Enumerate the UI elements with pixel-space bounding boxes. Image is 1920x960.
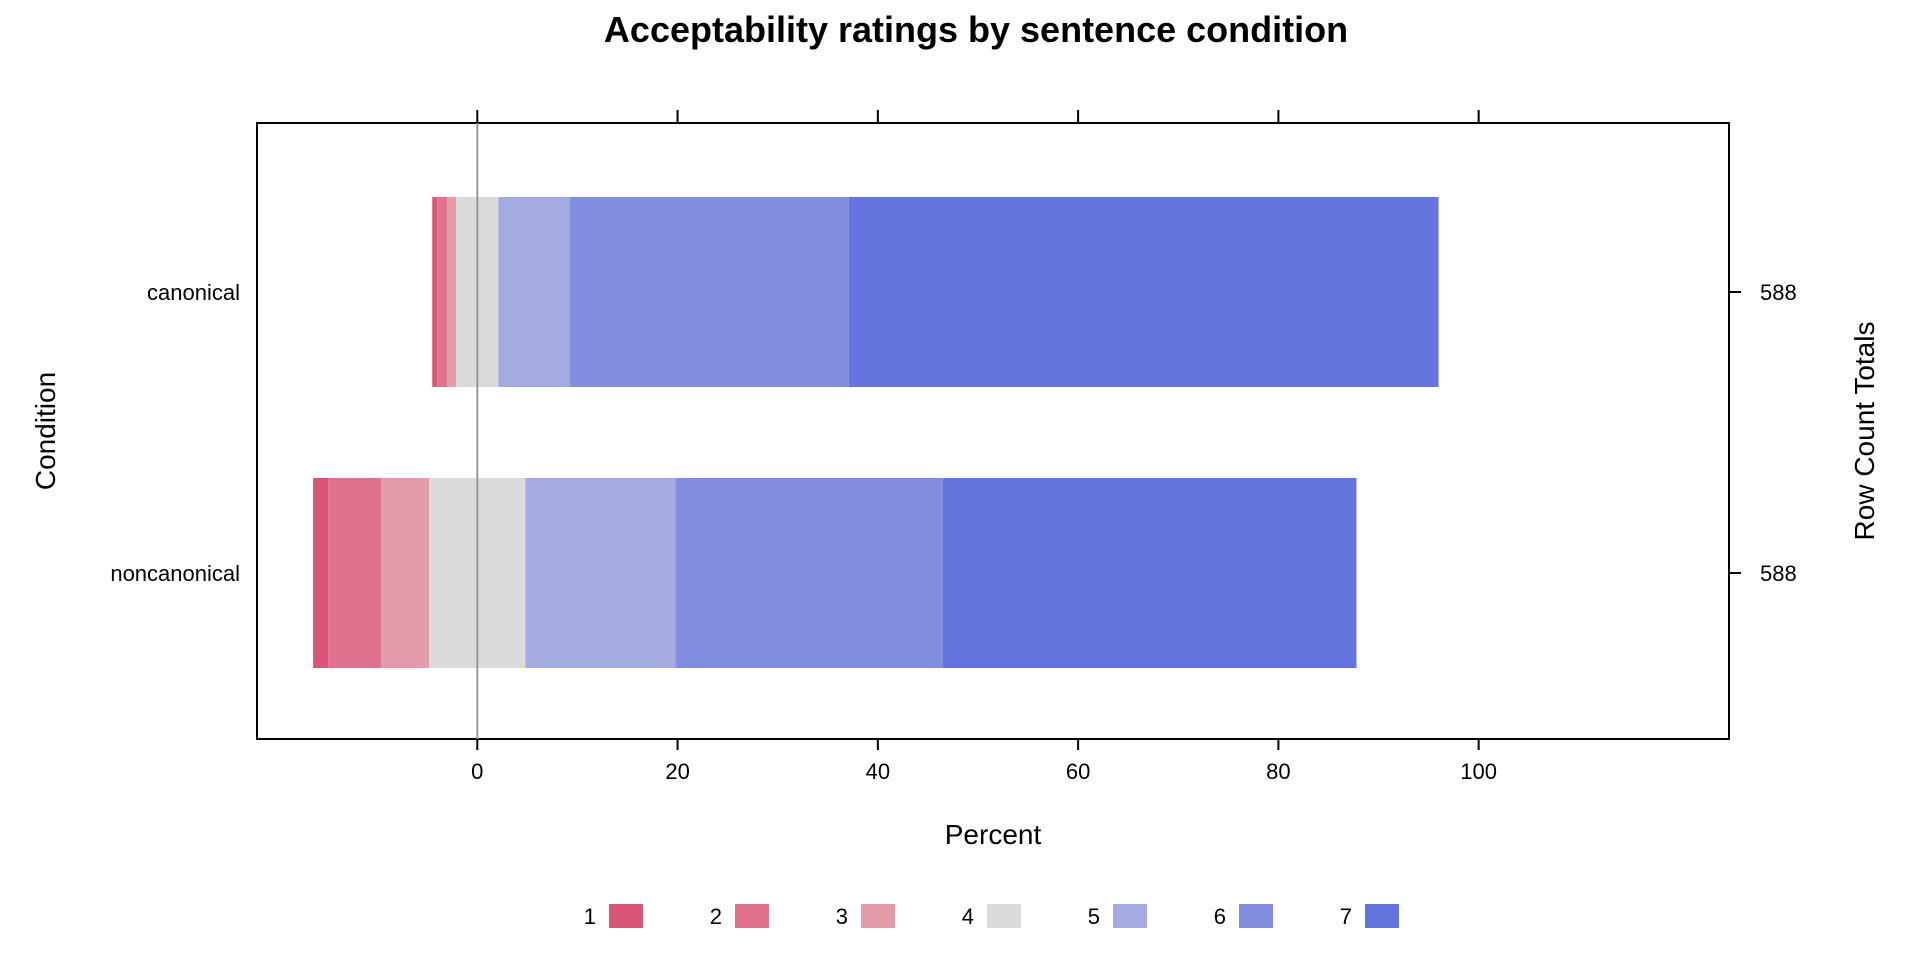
legend-swatch-7 — [1365, 904, 1399, 928]
x-axis-title: Percent — [945, 819, 1042, 850]
bar-noncanonical-rating-5 — [525, 478, 676, 668]
legend-swatch-6 — [1239, 904, 1273, 928]
legend-label: 1 — [584, 904, 596, 929]
bar-noncanonical-rating-2 — [328, 478, 382, 668]
bar-noncanonical-rating-1 — [313, 478, 329, 668]
legend-label: 2 — [710, 904, 722, 929]
y-axis: canonical noncanonical — [110, 280, 240, 586]
x-tick-label: 20 — [665, 759, 689, 784]
legend-label: 7 — [1340, 904, 1352, 929]
legend-label: 6 — [1214, 904, 1226, 929]
bar-canonical-rating-1 — [432, 197, 438, 387]
legend-swatch-3 — [861, 904, 895, 928]
bar-canonical-rating-7 — [848, 197, 1439, 387]
legend-label: 5 — [1088, 904, 1100, 929]
legend-label: 4 — [962, 904, 974, 929]
bar-canonical-rating-2 — [437, 197, 448, 387]
legend-label: 3 — [836, 904, 848, 929]
x-tick-label: 100 — [1460, 759, 1497, 784]
x-axis: 0 20 40 60 80 100 — [471, 110, 1497, 784]
category-label: noncanonical — [110, 561, 240, 586]
x-tick-label: 80 — [1266, 759, 1290, 784]
legend-swatch-5 — [1113, 904, 1147, 928]
row-total-label: 588 — [1760, 561, 1797, 586]
bar-canonical-rating-5 — [498, 197, 570, 387]
legend-swatch-1 — [609, 904, 643, 928]
bar-noncanonical-rating-7 — [942, 478, 1357, 668]
right-axis-title: Row Count Totals — [1849, 322, 1880, 541]
bar-noncanonical-rating-3 — [381, 478, 430, 668]
bar-canonical-rating-6 — [569, 197, 849, 387]
x-tick-label: 0 — [471, 759, 483, 784]
chart-title: Acceptability ratings by sentence condit… — [604, 9, 1348, 50]
bars-layer — [313, 197, 1439, 668]
row-total-label: 588 — [1760, 280, 1797, 305]
category-label: canonical — [147, 280, 240, 305]
bar-noncanonical-rating-6 — [675, 478, 943, 668]
x-tick-label: 40 — [866, 759, 890, 784]
legend-swatch-2 — [735, 904, 769, 928]
legend: 1 2 3 4 5 6 7 — [584, 904, 1399, 929]
right-axis: 588 588 — [1729, 280, 1797, 586]
legend-swatch-4 — [987, 904, 1021, 928]
bar-canonical-rating-3 — [447, 197, 457, 387]
y-axis-title: Condition — [30, 372, 61, 490]
x-tick-label: 60 — [1066, 759, 1090, 784]
plot-frame — [256, 122, 1730, 740]
